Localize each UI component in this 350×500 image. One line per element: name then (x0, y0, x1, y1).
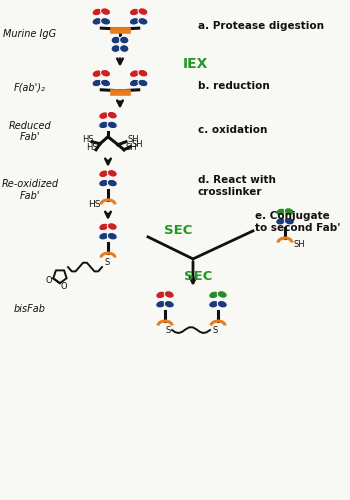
Ellipse shape (100, 18, 111, 25)
Ellipse shape (107, 232, 117, 240)
Ellipse shape (138, 80, 148, 86)
Ellipse shape (107, 112, 117, 119)
Text: O: O (46, 276, 52, 284)
Ellipse shape (217, 290, 227, 298)
Text: SH: SH (127, 135, 139, 144)
Ellipse shape (100, 70, 111, 77)
Ellipse shape (164, 290, 174, 298)
Text: S: S (212, 326, 218, 334)
Ellipse shape (92, 70, 102, 78)
Text: SEC: SEC (184, 270, 212, 283)
Text: HS: HS (82, 135, 94, 144)
Text: O: O (61, 282, 67, 290)
Ellipse shape (130, 80, 139, 86)
Text: SEC: SEC (164, 224, 192, 237)
Ellipse shape (100, 80, 111, 86)
Ellipse shape (217, 300, 227, 308)
Ellipse shape (130, 18, 139, 25)
Ellipse shape (99, 121, 109, 128)
Text: F(ab')₂: F(ab')₂ (14, 82, 46, 92)
Ellipse shape (99, 112, 109, 120)
Text: c. oxidation: c. oxidation (198, 124, 267, 134)
Ellipse shape (107, 222, 117, 230)
Ellipse shape (111, 44, 120, 52)
Text: a. Protease digestion: a. Protease digestion (198, 21, 324, 31)
Text: SH: SH (125, 143, 136, 152)
Ellipse shape (156, 300, 166, 308)
Ellipse shape (164, 300, 174, 308)
Ellipse shape (92, 80, 102, 86)
Text: IEX: IEX (182, 56, 208, 70)
Ellipse shape (107, 170, 117, 177)
Ellipse shape (130, 8, 139, 16)
Ellipse shape (111, 36, 120, 44)
Ellipse shape (99, 170, 109, 177)
Ellipse shape (107, 121, 117, 128)
Ellipse shape (276, 218, 286, 225)
Ellipse shape (99, 232, 109, 240)
Ellipse shape (209, 300, 219, 308)
Ellipse shape (92, 8, 102, 16)
Ellipse shape (156, 291, 166, 298)
Text: HS: HS (88, 200, 100, 209)
Ellipse shape (92, 18, 102, 25)
Text: Murine IgG: Murine IgG (4, 29, 57, 39)
Ellipse shape (130, 70, 139, 78)
Ellipse shape (284, 208, 294, 216)
Ellipse shape (138, 70, 148, 77)
Ellipse shape (120, 44, 129, 52)
Text: bisFab: bisFab (14, 304, 46, 314)
Text: d. React with
crosslinker: d. React with crosslinker (198, 175, 276, 197)
Text: e. Conjugate
to second Fab': e. Conjugate to second Fab' (255, 211, 341, 233)
Text: S: S (165, 326, 171, 334)
Ellipse shape (284, 218, 294, 225)
Text: Re-oxidized
Fab': Re-oxidized Fab' (1, 179, 58, 201)
Text: HS: HS (86, 143, 98, 152)
Ellipse shape (99, 180, 109, 187)
Ellipse shape (138, 18, 148, 25)
Text: b. reduction: b. reduction (198, 80, 270, 90)
Ellipse shape (276, 208, 286, 216)
Text: SH: SH (294, 240, 306, 248)
Ellipse shape (138, 8, 148, 16)
Ellipse shape (99, 223, 109, 230)
Text: S: S (104, 258, 110, 266)
Ellipse shape (209, 291, 219, 298)
Ellipse shape (120, 36, 129, 44)
Text: Reduced
Fab': Reduced Fab' (9, 121, 51, 142)
Ellipse shape (100, 8, 111, 16)
Ellipse shape (107, 180, 117, 187)
Text: SH: SH (131, 140, 143, 149)
